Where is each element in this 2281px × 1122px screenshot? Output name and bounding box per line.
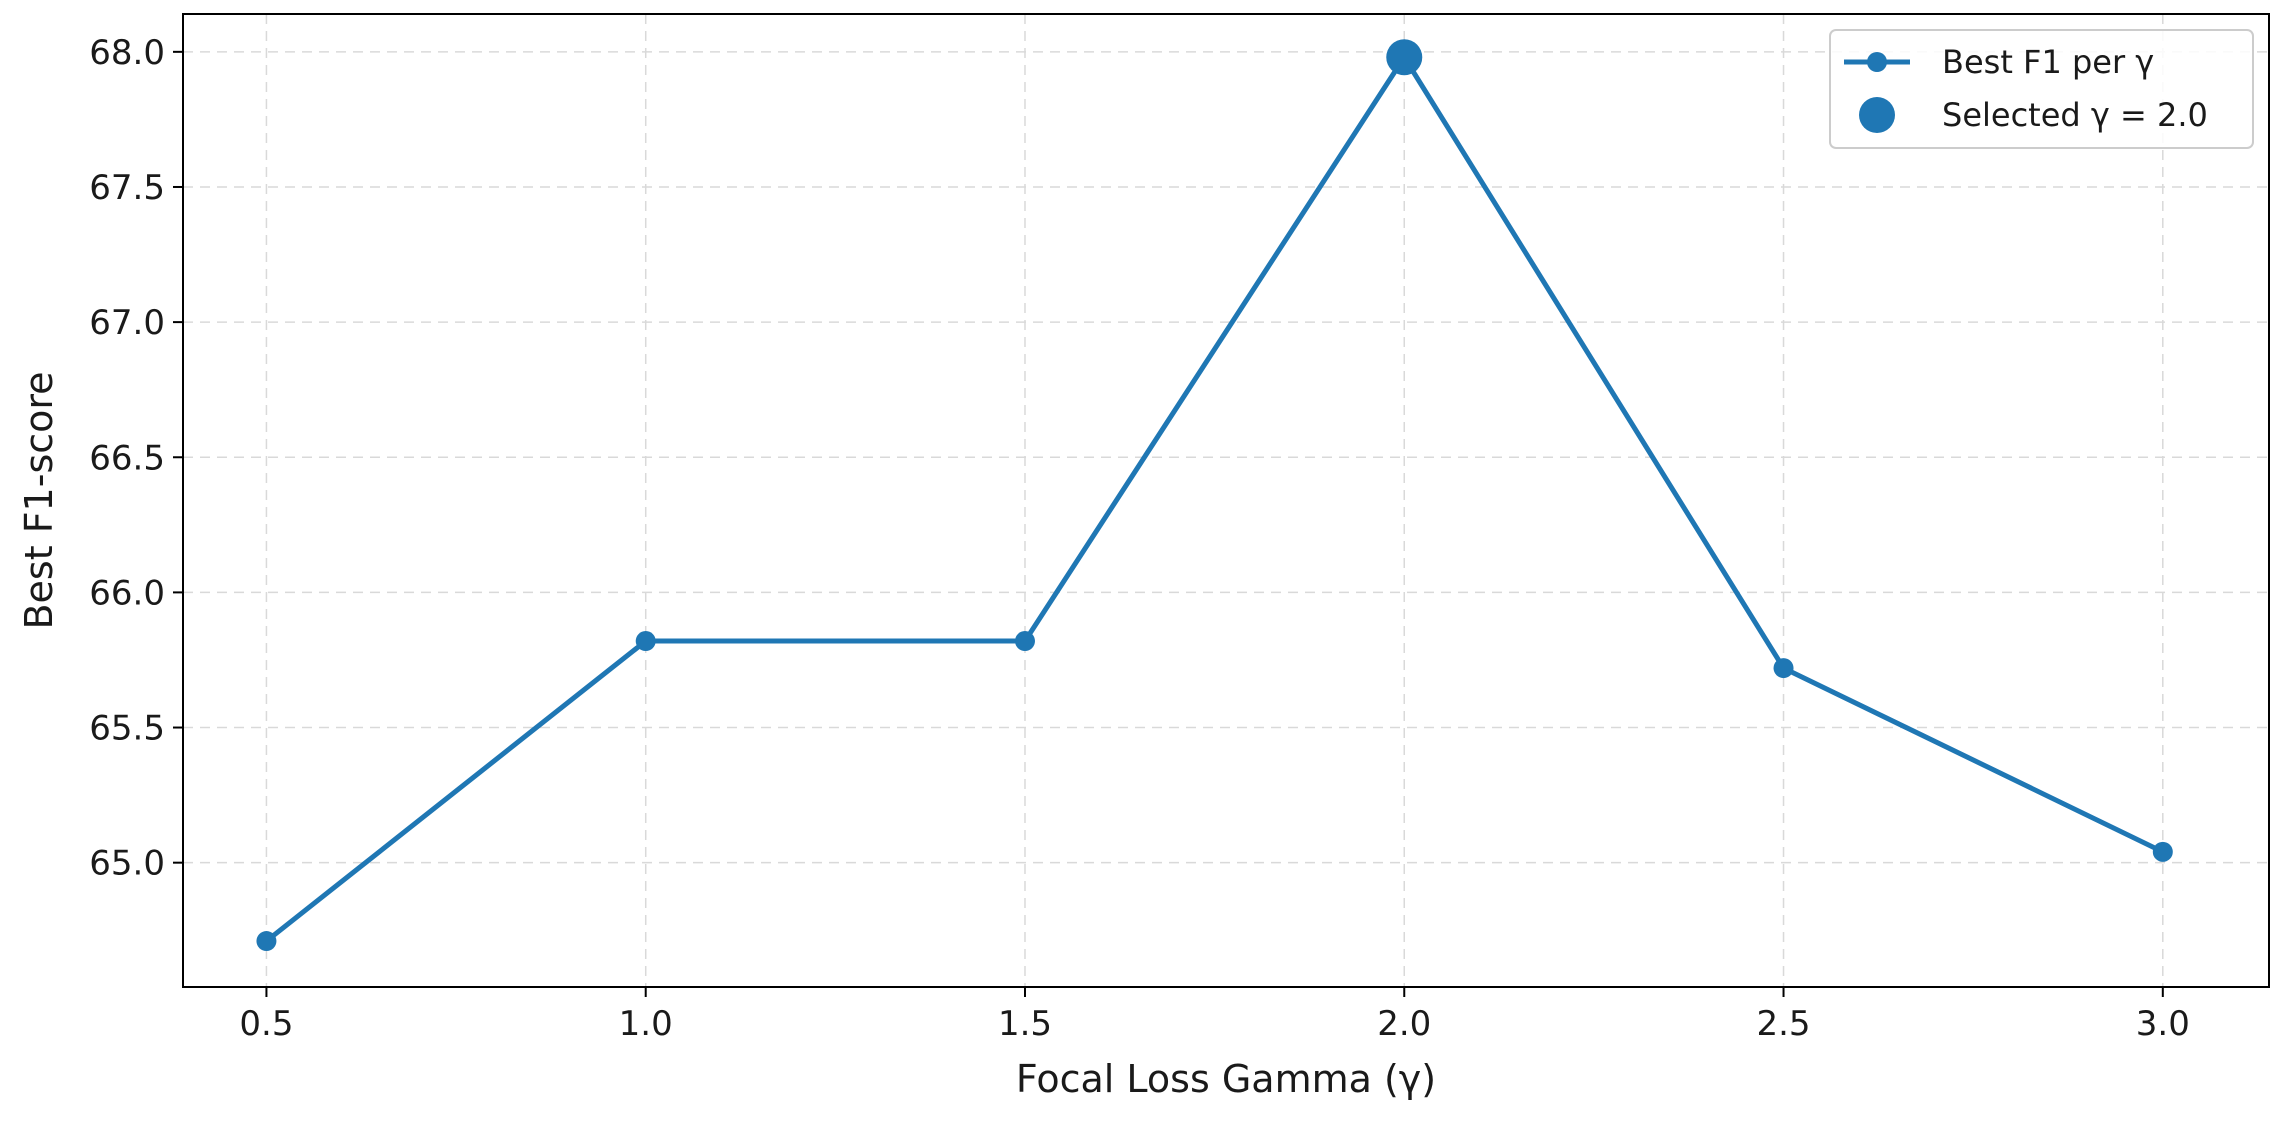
y-tick-label: 68.0 bbox=[89, 33, 165, 73]
y-tick-label: 66.5 bbox=[89, 438, 165, 478]
series bbox=[256, 39, 2173, 952]
x-tick-label: 1.0 bbox=[619, 1004, 673, 1044]
legend-label-highlight: Selected γ = 2.0 bbox=[1942, 96, 2208, 134]
axis-ticks: 0.5 1.0 1.5 2.0 2.5 3.0 65.0 65.5 66.0 66.5 67.0 67… bbox=[89, 33, 2190, 1044]
legend: Best F1 per γ Selected γ = 2.0 bbox=[1829, 29, 2254, 149]
y-tick-label: 65.0 bbox=[89, 844, 165, 884]
legend-highlight-swatch bbox=[1859, 97, 1895, 133]
y-axis-title: Best F1-score bbox=[17, 371, 61, 629]
x-axis-title: Focal Loss Gamma (γ) bbox=[1016, 1057, 1436, 1101]
data-point bbox=[2152, 841, 2173, 862]
data-point bbox=[1773, 658, 1794, 679]
y-tick-label: 66.0 bbox=[89, 573, 165, 613]
grid bbox=[183, 14, 2269, 987]
data-point bbox=[1014, 631, 1035, 652]
plot-frame bbox=[182, 13, 2270, 988]
y-tick-label: 67.5 bbox=[89, 168, 165, 208]
y-tick-label: 67.0 bbox=[89, 303, 165, 343]
data-point bbox=[256, 931, 277, 952]
selected-point bbox=[1386, 39, 1423, 76]
legend-marker-swatch bbox=[1867, 52, 1887, 72]
x-tick-label: 2.0 bbox=[1377, 1004, 1431, 1044]
x-tick-label: 2.5 bbox=[1756, 1004, 1810, 1044]
legend-label-series: Best F1 per γ bbox=[1942, 43, 2154, 81]
y-tick-label: 65.5 bbox=[89, 709, 165, 749]
legend-box bbox=[1829, 29, 2254, 149]
x-tick-label: 1.5 bbox=[998, 1004, 1052, 1044]
series-line bbox=[264, 54, 2164, 944]
data-point bbox=[635, 631, 656, 652]
x-tick-label: 0.5 bbox=[239, 1004, 293, 1044]
x-tick-label: 3.0 bbox=[2136, 1004, 2190, 1044]
